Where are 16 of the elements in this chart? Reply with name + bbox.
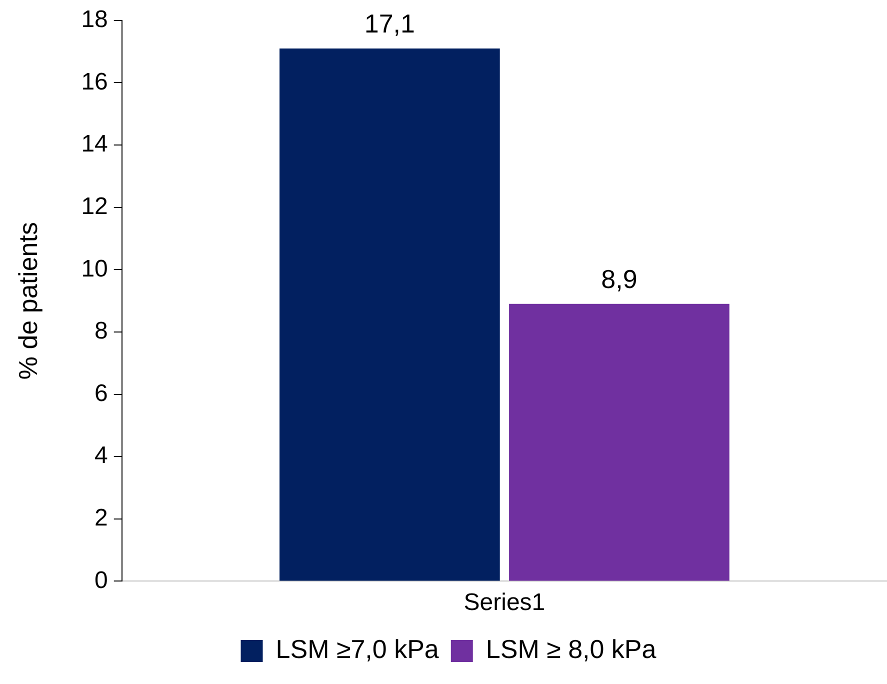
- x-tick-label: Series1: [464, 589, 546, 616]
- y-tick-label: 6: [94, 380, 108, 407]
- y-tick-label: 0: [94, 566, 108, 594]
- data-label: 8,9: [601, 264, 638, 294]
- y-axis-title: % de patients: [12, 222, 43, 380]
- data-label: 17,1: [364, 8, 415, 39]
- y-tick-label: 12: [81, 192, 108, 220]
- legend-label: LSM ≥ 8,0 kPa: [486, 634, 657, 664]
- y-tick-label: 4: [94, 442, 108, 470]
- y-tick-label: 18: [81, 6, 108, 34]
- y-tick-label: 8: [94, 318, 108, 345]
- y-tick-label: 14: [81, 130, 108, 158]
- y-tick-label: 10: [81, 255, 108, 282]
- y-tick-label: 2: [94, 504, 108, 532]
- legend-label: LSM ≥7,0 kPa: [276, 634, 440, 664]
- y-tick-label: 16: [81, 68, 108, 96]
